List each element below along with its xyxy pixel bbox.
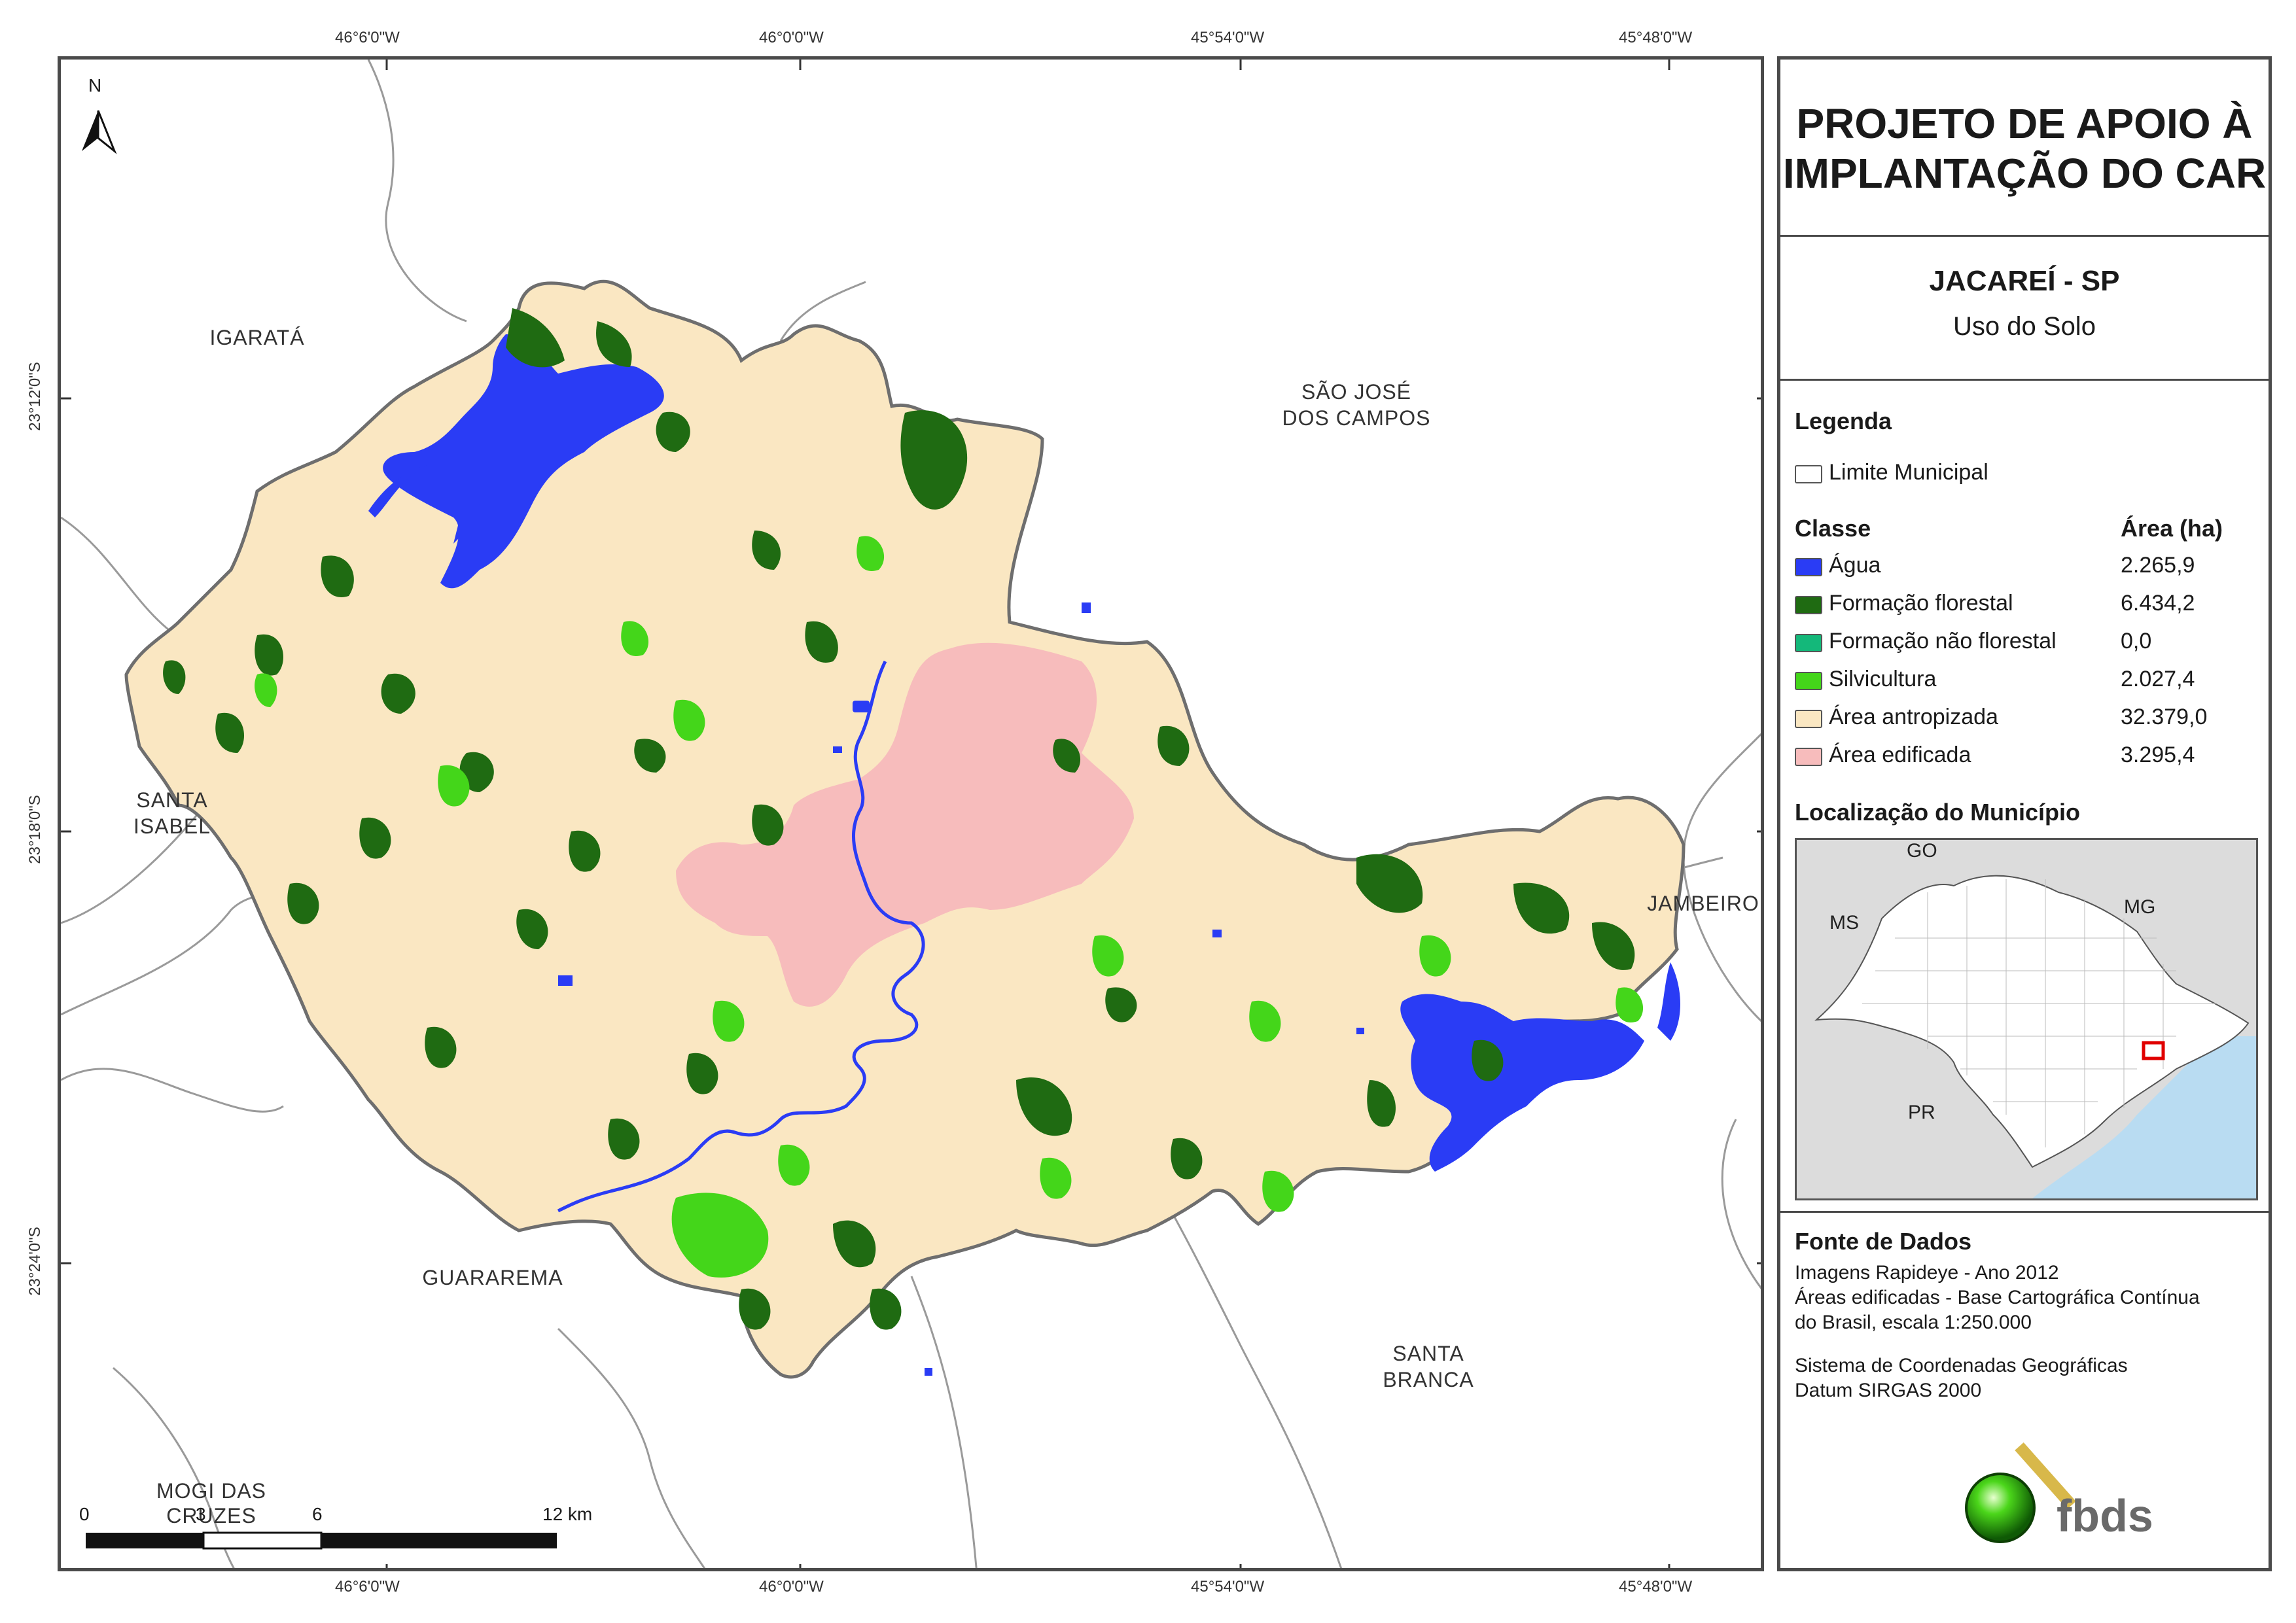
class-swatch [1795, 558, 1822, 576]
river-paraiba [557, 660, 925, 1213]
crs-line2: Datum SIRGAS 2000 [1795, 1380, 1982, 1401]
class-name: Água [1829, 553, 1881, 578]
location-inset-map[interactable]: GO MS MG PR [1795, 838, 2258, 1200]
class-name: Formação não florestal [1829, 629, 2057, 654]
coord-top-2: 46°0'0"W [759, 29, 824, 46]
place-guararema: GUARAREMA [422, 1266, 563, 1289]
area-heading: Área (ha) [2121, 515, 2223, 542]
boundary-swatch [1795, 465, 1822, 483]
coord-bottom-4: 45°48'0"W [1619, 1578, 1693, 1596]
place-santa-branca-line2: BRANCA [1383, 1368, 1474, 1391]
legend-heading: Legenda [1795, 408, 1892, 434]
class-swatch [1795, 710, 1822, 728]
place-jambeiro: JAMBEIRO [1647, 892, 1759, 915]
class-name: Área edificada [1829, 742, 1971, 767]
class-area: 3.295,4 [2121, 742, 2195, 767]
place-santa-branca-line1: SANTA [1392, 1342, 1464, 1365]
inset-label-mg: MG [2124, 896, 2156, 918]
scale-bar [86, 1531, 557, 1550]
forest-patches [163, 308, 1635, 1330]
scale-label-3: 3 [196, 1504, 206, 1524]
fbds-logo-text: fbds [2057, 1490, 2153, 1541]
panel-title-line1: PROJETO DE APOIO À [1796, 100, 2253, 147]
scale-label-12km: 12 km [542, 1504, 593, 1524]
class-area: 2.027,4 [2121, 667, 2195, 691]
municipality-name: JACAREÍ - SP [1929, 265, 2120, 297]
coord-left-3: 23°24'0"S [26, 1227, 44, 1296]
divider-3 [1780, 1211, 2269, 1213]
place-igarata: IGARATÁ [209, 326, 305, 349]
north-arrow-icon [82, 110, 117, 154]
coord-top-1: 46°6'0"W [335, 29, 400, 46]
sources-line1: Imagens Rapideye - Ano 2012 [1795, 1262, 2059, 1283]
sao-paulo-state [1814, 875, 2250, 1168]
class-swatch [1795, 672, 1822, 690]
class-name: Área antropizada [1829, 705, 1998, 729]
coord-bottom-1: 46°6'0"W [335, 1578, 400, 1596]
place-mogi-line1: MOGI DAS [156, 1479, 266, 1503]
sources-line3: do Brasil, escala 1:250.000 [1795, 1312, 2032, 1333]
municipality-locator [2142, 1041, 2165, 1060]
place-sao-jose-line2: DOS CAMPOS [1282, 406, 1431, 430]
legend-panel: PROJETO DE APOIO À IMPLANTAÇÃO DO CAR JA… [1777, 56, 2272, 1571]
municipal-grid [1862, 879, 2216, 1147]
place-sao-jose-line1: SÃO JOSÉ [1301, 380, 1412, 404]
ocean [2032, 1036, 2256, 1198]
location-heading: Localização do Município [1795, 799, 2081, 826]
sources-line2: Áreas edificadas - Base Cartográfica Con… [1795, 1287, 2200, 1308]
scale-label-0: 0 [79, 1504, 90, 1524]
silviculture-patches [255, 536, 1644, 1278]
fbds-logo-icon [1965, 1442, 2076, 1543]
sources-heading: Fonte de Dados [1795, 1228, 1972, 1255]
crs-line1: Sistema de Coordenadas Geográficas [1795, 1355, 2128, 1376]
class-swatch [1795, 596, 1822, 614]
class-area: 0,0 [2121, 629, 2152, 654]
class-swatch [1795, 748, 1822, 766]
class-area: 6.434,2 [2121, 591, 2195, 616]
place-santa-isabel-line2: ISABEL [133, 814, 211, 838]
coord-left-1: 23°12'0"S [26, 362, 44, 431]
land-use-map[interactable] [61, 60, 1764, 1571]
map-subject: Uso do Solo [1953, 312, 2096, 341]
coord-bottom-2: 46°0'0"W [759, 1578, 824, 1596]
class-heading: Classe [1795, 515, 1871, 542]
class-swatch [1795, 634, 1822, 652]
panel-title-line2: IMPLANTAÇÃO DO CAR [1782, 150, 2267, 197]
coord-left-2: 23°18'0"S [26, 795, 44, 864]
class-area: 2.265,9 [2121, 553, 2195, 578]
map-frame[interactable]: N IGARATÁ SÃO JOSÉ DOS CAMPOS SANTA ISAB… [58, 56, 1764, 1571]
divider-2 [1780, 379, 2269, 381]
place-mogi-line2: CRUZES [166, 1504, 256, 1527]
inset-label-go: GO [1907, 840, 1937, 862]
inset-svg [1814, 875, 2256, 1198]
coord-bottom-3: 45°54'0"W [1191, 1578, 1265, 1596]
inset-label-ms: MS [1829, 912, 1859, 934]
inset-label-pr: PR [1908, 1102, 1935, 1123]
place-santa-isabel-line1: SANTA [136, 788, 208, 812]
scale-label-6: 6 [312, 1504, 323, 1524]
class-name: Formação florestal [1829, 591, 2013, 616]
class-name: Silvicultura [1829, 667, 1937, 691]
north-label: N [88, 75, 102, 96]
coord-top-4: 45°48'0"W [1619, 29, 1693, 46]
graticule-ticks [61, 60, 1761, 1568]
built-up-area [676, 642, 1134, 1007]
boundary-label: Limite Municipal [1829, 460, 1988, 485]
class-area: 32.379,0 [2121, 705, 2208, 729]
coord-top-3: 45°54'0"W [1191, 29, 1265, 46]
water-bodies [368, 334, 1680, 1376]
divider-1 [1780, 235, 2269, 237]
